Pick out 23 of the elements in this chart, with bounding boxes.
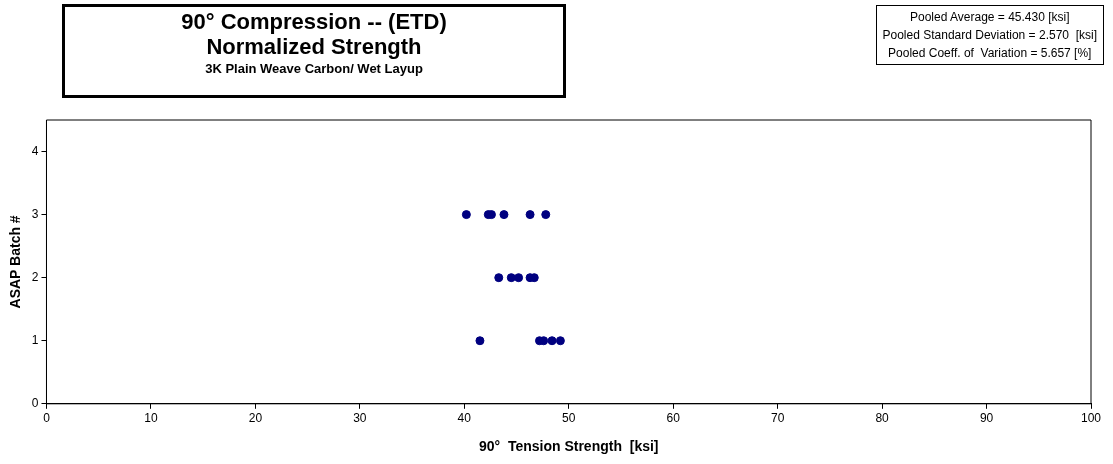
x-tick-label: 30: [353, 411, 367, 426]
x-tick-label: 60: [666, 411, 681, 426]
x-tick-label: 40: [457, 411, 472, 426]
text: Pooled Average = 45.430 [ksi]: [908, 9, 1071, 26]
y-tick-label: 0: [31, 396, 39, 411]
x-tick-label: 100: [1080, 411, 1102, 426]
x-tick-label: 90: [979, 411, 994, 426]
chart-title: 90° Compression -- (ETD) Normalized Strength: [180, 9, 448, 59]
text: Pooled Standard Deviation = 2.570 [ksi]: [882, 27, 1097, 44]
x-tick-label: 80: [875, 411, 890, 426]
chart-subtitle: 3K Plain Weave Carbon/ Wet Layup: [204, 61, 424, 76]
y-tick-label: 3: [31, 206, 39, 221]
y-tick-label: 4: [31, 143, 39, 158]
x-tick-label: 50: [562, 411, 576, 426]
x-tick-label: 0: [43, 411, 51, 426]
x-axis-title: 90° Tension Strength [ksi]: [478, 438, 659, 455]
x-tick-label: 70: [770, 411, 785, 426]
y-axis-title: ASAP Batch #: [7, 215, 24, 309]
x-tick-label: 10: [144, 411, 158, 426]
text: Pooled Coeff. of Variation = 5.657 [%]: [887, 45, 1093, 62]
x-tick-label: 20: [248, 411, 263, 426]
y-tick-label: 2: [31, 269, 39, 284]
y-tick-label: 1: [31, 333, 39, 348]
